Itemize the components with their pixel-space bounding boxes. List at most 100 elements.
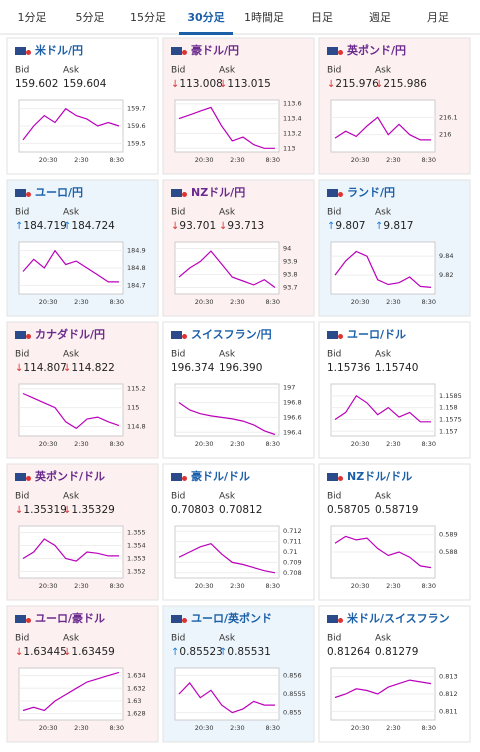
tab[interactable]: 日足 bbox=[311, 11, 333, 24]
ask-label: Ask bbox=[63, 492, 80, 502]
ask-price-line: ↑9.817 bbox=[375, 220, 413, 232]
pair-name[interactable]: NZドル/円 bbox=[191, 186, 245, 199]
pair-name[interactable]: 米ドル/円 bbox=[34, 43, 83, 57]
y-tick-label: 1.634 bbox=[127, 672, 146, 680]
ask-label: Ask bbox=[219, 66, 236, 76]
ask-value: 184.724 bbox=[71, 220, 115, 232]
ask-price-line: 196.390 bbox=[219, 362, 262, 374]
y-tick-label: 197 bbox=[283, 384, 295, 392]
flag-accent bbox=[338, 618, 343, 623]
pair-name[interactable]: 豪ドル/円 bbox=[191, 43, 239, 57]
active-tab-underline bbox=[179, 32, 233, 35]
y-tick-label: 159.6 bbox=[127, 122, 146, 130]
flag-accent bbox=[26, 476, 31, 481]
ask-price-line: ↓1.35329 bbox=[63, 504, 115, 516]
pair-name[interactable]: ユーロ/円 bbox=[35, 186, 83, 199]
y-tick-label: 0.588 bbox=[439, 548, 458, 556]
pair-name[interactable]: NZドル/ドル bbox=[347, 470, 412, 483]
rate-panel[interactable]: 米ドル/スイスフラン Bid Ask 0.81264 0.81279 0.813 0.812… bbox=[318, 605, 471, 743]
tab[interactable]: 5分足 bbox=[76, 11, 105, 24]
y-tick-label: 196.4 bbox=[283, 428, 302, 436]
ask-value: 196.390 bbox=[219, 362, 262, 374]
tab[interactable]: 週足 bbox=[369, 11, 391, 24]
ask-label: Ask bbox=[219, 208, 236, 218]
flag-accent bbox=[338, 50, 343, 55]
pair-name[interactable]: ランド/円 bbox=[347, 186, 395, 199]
rate-panel[interactable]: スイスフラン/円 Bid Ask 196.374 196.390 197 196.8 196.… bbox=[162, 321, 315, 459]
y-tick-label: 113.6 bbox=[283, 100, 302, 108]
rate-panel[interactable]: 米ドル/円 Bid Ask 159.602 159.604 159.7 159.6 159.5… bbox=[6, 37, 159, 175]
ask-value: 1.35329 bbox=[71, 504, 114, 516]
y-tick-label: 0.711 bbox=[283, 538, 302, 546]
chart-frame bbox=[174, 383, 280, 437]
bid-label: Bid bbox=[171, 208, 185, 218]
y-tick-label: 0.855 bbox=[283, 709, 302, 717]
x-tick-label: 2:30 bbox=[230, 298, 245, 306]
x-tick-label: 8:30 bbox=[421, 582, 436, 590]
pair-name[interactable]: ユーロ/英ポンド bbox=[191, 611, 272, 625]
x-tick-label: 8:30 bbox=[265, 156, 280, 164]
ask-label: Ask bbox=[375, 634, 392, 644]
tab[interactable]: 15分足 bbox=[130, 11, 166, 24]
chart-frame bbox=[18, 383, 124, 437]
bid-price-line: 1.15736 bbox=[327, 362, 371, 374]
price-line bbox=[178, 681, 275, 714]
y-tick-label: 9.84 bbox=[439, 252, 453, 260]
x-tick-label: 2:30 bbox=[230, 440, 245, 448]
pair-name[interactable]: 米ドル/スイスフラン bbox=[346, 611, 450, 625]
bid-price-line: ↓113.008 bbox=[171, 78, 223, 90]
y-tick-label: 0.71 bbox=[283, 548, 297, 556]
flag-accent bbox=[26, 618, 31, 623]
ask-price-line: ↓215.986 bbox=[375, 78, 427, 90]
bid-value: 1.15736 bbox=[327, 362, 371, 374]
pair-name[interactable]: 英ポンド/円 bbox=[346, 43, 406, 57]
bid-price-line: ↓1.35319 bbox=[15, 504, 67, 516]
pair-name[interactable]: 英ポンド/ドル bbox=[34, 469, 105, 483]
pair-name[interactable]: ユーロ/ドル bbox=[347, 328, 406, 341]
bid-price-line: ↑184.719 bbox=[15, 220, 67, 232]
ask-value: 159.604 bbox=[63, 78, 107, 90]
bid-label: Bid bbox=[15, 208, 29, 218]
tab[interactable]: 1時間足 bbox=[244, 11, 284, 24]
rate-panel[interactable]: ユーロ/ドル Bid Ask 1.15736 1.15740 1.1585 1.158 1.1… bbox=[318, 321, 471, 459]
bid-arrow: ↓ bbox=[327, 79, 335, 90]
x-tick-label: 8:30 bbox=[421, 440, 436, 448]
x-tick-label: 8:30 bbox=[265, 298, 280, 306]
pair-name[interactable]: スイスフラン/円 bbox=[191, 328, 272, 341]
chart-frame bbox=[174, 99, 280, 153]
pair-name[interactable]: 豪ドル/ドル bbox=[191, 469, 250, 483]
price-line bbox=[178, 250, 276, 288]
price-line bbox=[334, 535, 432, 569]
tab[interactable]: 30分足 bbox=[187, 10, 225, 24]
y-tick-label: 1.355 bbox=[127, 529, 146, 537]
rate-panel[interactable]: 豪ドル/ドル Bid Ask 0.70803 0.70812 0.712 0.711 0.71… bbox=[162, 463, 315, 601]
rate-panel[interactable]: NZドル/ドル Bid Ask 0.58705 0.58719 0.589 0.588 20:… bbox=[318, 463, 471, 601]
bid-value: 159.602 bbox=[15, 78, 58, 90]
x-tick-label: 20:30 bbox=[351, 440, 370, 448]
price-line bbox=[22, 107, 120, 141]
bid-value: 9.807 bbox=[335, 220, 365, 232]
ask-arrow: ↓ bbox=[219, 221, 227, 232]
x-tick-label: 2:30 bbox=[386, 582, 401, 590]
pair-name[interactable]: ユーロ/豪ドル bbox=[35, 611, 105, 625]
ask-label: Ask bbox=[63, 208, 80, 218]
flag bbox=[327, 47, 338, 55]
tab[interactable]: 月足 bbox=[427, 11, 449, 24]
flag bbox=[15, 615, 26, 623]
ask-price-line: 0.58719 bbox=[375, 504, 418, 516]
x-tick-label: 20:30 bbox=[351, 724, 370, 732]
x-tick-label: 20:30 bbox=[39, 298, 58, 306]
ask-value: 9.817 bbox=[383, 220, 413, 232]
pair-name[interactable]: カナダドル/円 bbox=[35, 327, 105, 341]
ask-arrow: ↑ bbox=[219, 647, 227, 658]
tab[interactable]: 1分足 bbox=[18, 11, 47, 24]
